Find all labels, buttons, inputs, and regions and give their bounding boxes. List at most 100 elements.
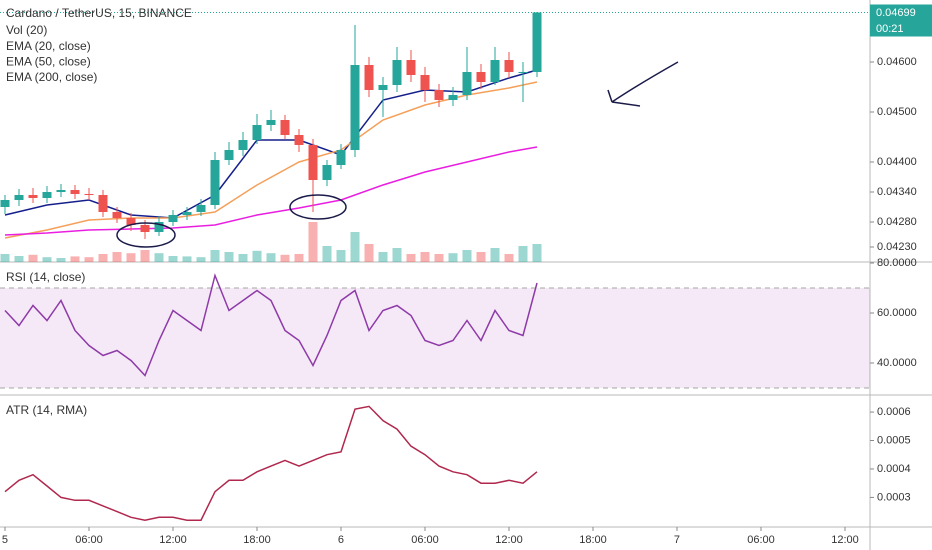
volume-bar: [70, 256, 80, 262]
band-fill: [0, 288, 870, 388]
legend-entry: EMA (20, close): [6, 39, 91, 53]
volume-bar: [322, 246, 332, 262]
candle-body: [84, 194, 94, 195]
candle-body: [56, 190, 66, 192]
y-tick-label: 0.0005: [877, 434, 911, 446]
volume-bar: [448, 253, 458, 262]
candle-body: [392, 60, 402, 85]
volume-bar: [252, 250, 262, 262]
volume-bar: [210, 250, 220, 262]
y-tick-label: 0.04230: [877, 241, 917, 253]
candle-body: [42, 192, 52, 198]
candle-body: [364, 65, 374, 90]
candle-body: [0, 200, 10, 207]
ema-line: [4, 81, 538, 239]
x-tick-label: 12:00: [159, 534, 187, 546]
countdown-box: [870, 20, 932, 37]
legend-title: Cardano / TetherUS, 15, BINANCE: [6, 6, 192, 20]
volume-bar: [126, 253, 136, 262]
volume-bar: [28, 254, 38, 262]
y-tick-label: 0.04400: [877, 156, 917, 168]
candle-body: [406, 60, 416, 75]
legend-entry: Vol (20): [6, 23, 47, 37]
volume-bar: [98, 254, 108, 262]
plot-area: 0.04600 0.04500 0.04400 0.04340 0.04280 0.042…: [0, 4, 932, 546]
volume-bar: [0, 254, 10, 262]
x-tick-label: 06:00: [411, 534, 439, 546]
candle-body: [378, 85, 388, 90]
volume-bar: [168, 256, 178, 262]
volume-bar: [378, 252, 388, 262]
y-tick-label: 0.04500: [877, 106, 917, 118]
annotation-ellipse: [289, 194, 347, 220]
candle-body: [434, 90, 444, 100]
volume-bar: [84, 257, 94, 262]
volume-bar: [196, 257, 206, 262]
annotation-arrow: [607, 61, 679, 107]
x-tick-label: 18:00: [579, 534, 607, 546]
volume-bar: [14, 256, 24, 262]
countdown-label: 00:21: [876, 23, 904, 35]
indicator-line: [4, 273, 538, 377]
x-tick-label: 12:00: [495, 534, 523, 546]
x-tick-label: 18:00: [243, 534, 271, 546]
volume-bar: [504, 254, 514, 262]
candle-body: [14, 195, 24, 200]
annotation-ellipse: [116, 222, 176, 248]
indicator-line: [4, 405, 538, 521]
x-tick-label: 7: [674, 534, 680, 546]
candle-body: [420, 75, 430, 90]
pane-title: ATR (14, RMA): [6, 403, 87, 417]
candle-body: [224, 150, 234, 160]
volume-bar: [182, 256, 192, 262]
y-tick-label: 0.0004: [877, 463, 911, 475]
y-tick-label: 0.04280: [877, 216, 917, 228]
volume-bar: [238, 254, 248, 262]
candle-body: [238, 140, 248, 150]
volume-bar: [476, 252, 486, 262]
candle-body: [322, 165, 332, 180]
legend-entry: EMA (50, close): [6, 55, 91, 69]
candle-body: [308, 145, 318, 180]
ema-line: [4, 69, 538, 219]
volume-bar: [112, 252, 122, 262]
volume-bar: [350, 232, 360, 262]
volume-bar: [266, 253, 276, 262]
last-price-label: 0.04699: [876, 7, 916, 19]
x-tick-label: 6: [338, 534, 344, 546]
candle-body: [70, 190, 80, 194]
volume-bar: [420, 252, 430, 262]
legend-entry: EMA (200, close): [6, 70, 97, 84]
candle-body: [28, 195, 38, 198]
volume-bar: [532, 244, 542, 262]
volume-bar: [308, 222, 318, 262]
candle-body: [476, 72, 486, 82]
volume-bar: [336, 250, 346, 262]
volume-bar: [154, 253, 164, 262]
x-tick-label: 12:00: [831, 534, 859, 546]
candle-body: [140, 225, 150, 232]
volume-bar: [140, 250, 150, 262]
pane-title: RSI (14, close): [6, 270, 85, 284]
candle-body: [112, 212, 122, 218]
volume-bar: [434, 254, 444, 262]
candle-body: [448, 95, 458, 100]
candle-body: [462, 72, 472, 95]
ema-line: [4, 146, 538, 236]
y-tick-label: 0.0003: [877, 491, 911, 503]
candle-body: [294, 135, 304, 145]
volume-bar: [392, 248, 402, 262]
candle-body: [504, 60, 514, 72]
candle-body: [252, 125, 262, 140]
candle-body: [182, 212, 192, 215]
candle-body: [154, 222, 164, 232]
candle-body: [490, 60, 500, 82]
candle-body: [210, 160, 220, 205]
y-tick-label: 0.0006: [877, 406, 911, 418]
candle-body: [126, 218, 136, 225]
candle-body: [196, 205, 206, 212]
x-tick-label: 5: [2, 534, 8, 546]
y-tick-label: 60.0000: [877, 307, 917, 319]
last-price-box: [870, 4, 932, 21]
candle-body: [168, 215, 178, 222]
